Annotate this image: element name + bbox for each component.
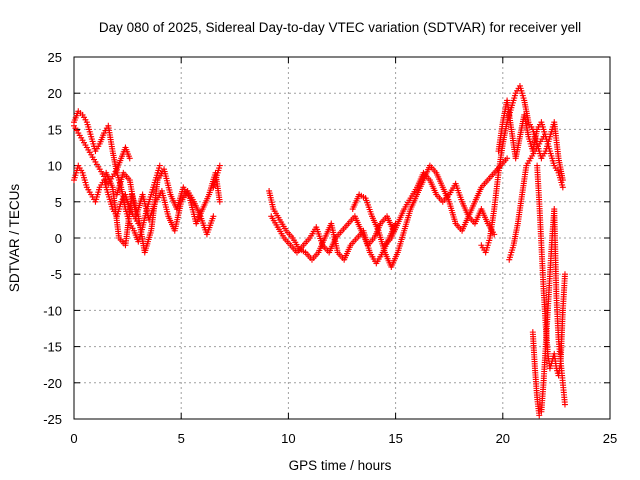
data-point (540, 133, 547, 140)
y-tick-label: 20 (48, 86, 62, 101)
data-point (504, 155, 511, 162)
data-point (536, 412, 543, 419)
data-point (216, 162, 223, 169)
y-axis-label: SDTVAR / TECUs (7, 184, 22, 293)
y-tick-label: 25 (48, 50, 62, 65)
y-tick-label: 10 (48, 159, 62, 174)
x-tick-label: 0 (70, 431, 77, 446)
chart-title: Day 080 of 2025, Sidereal Day-to-day VTE… (99, 20, 581, 35)
x-tick-label: 10 (281, 431, 295, 446)
x-tick-label: 25 (603, 431, 617, 446)
y-tick-label: 0 (55, 231, 62, 246)
data-point (156, 162, 163, 169)
x-axis-label: GPS time / hours (289, 458, 392, 473)
data-point (210, 213, 217, 220)
y-tick-label: 5 (55, 195, 62, 210)
data-point (491, 231, 498, 238)
data-point (216, 198, 223, 205)
y-tick-label: -20 (43, 376, 62, 391)
data-point (561, 271, 568, 278)
grid (74, 57, 610, 419)
data-point (559, 184, 566, 191)
x-tick-label: 5 (178, 431, 185, 446)
y-tick-label: -15 (43, 340, 62, 355)
axis-ticks: 0 5 10 15 20 25 -25 -20 -15 -10 -5 0 5 10 15 20 25 (43, 50, 617, 446)
data-points (71, 82, 568, 419)
y-tick-label: -10 (43, 303, 62, 318)
data-point (561, 401, 568, 408)
data-point (126, 155, 133, 162)
y-tick-label: -25 (43, 412, 62, 427)
y-tick-label: 15 (48, 122, 62, 137)
x-tick-label: 15 (388, 431, 402, 446)
x-tick-label: 20 (496, 431, 510, 446)
y-tick-label: -5 (50, 267, 62, 282)
